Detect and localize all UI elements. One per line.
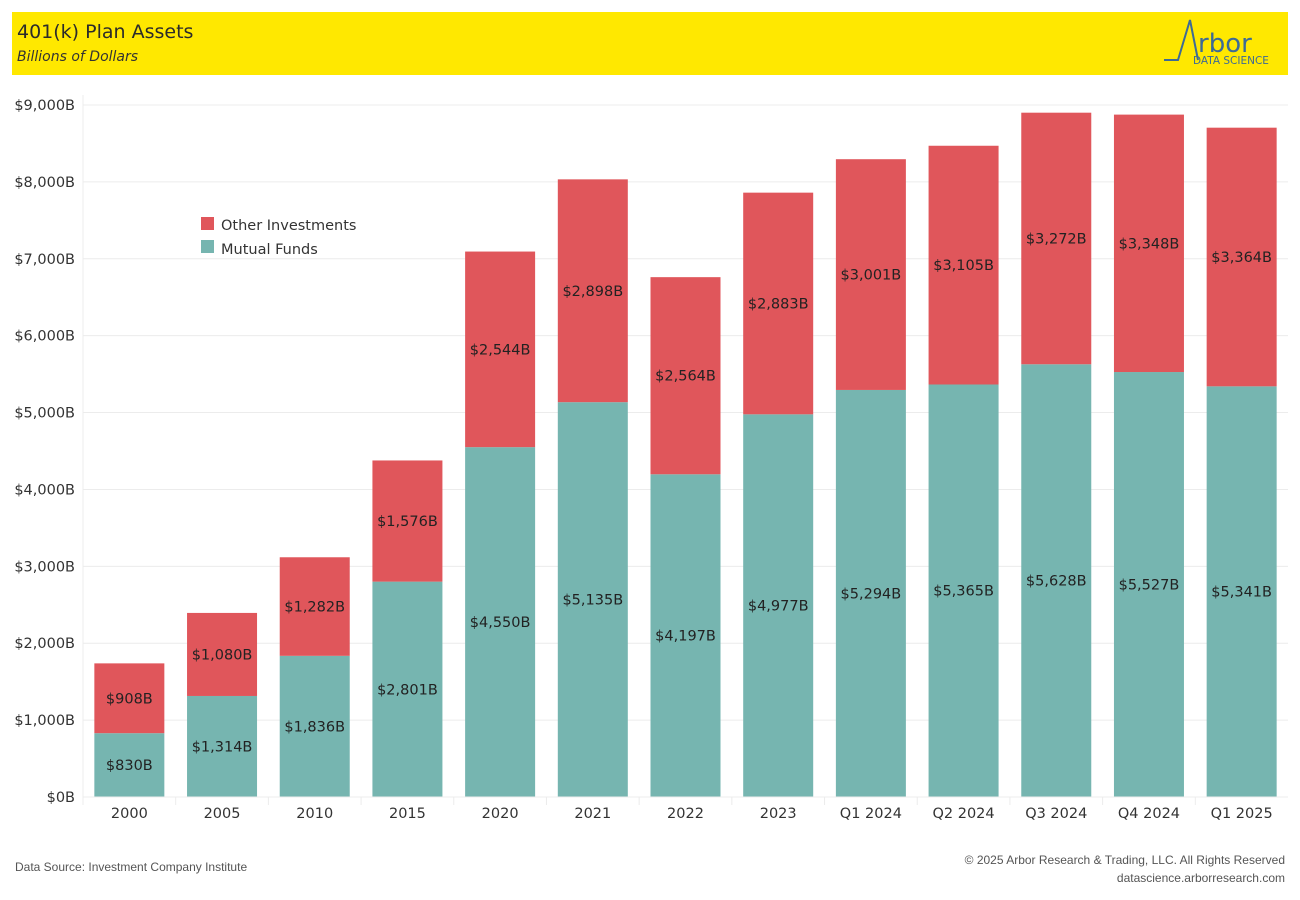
y-tick-label: $7,000B: [14, 252, 75, 268]
bar-mutual-funds[interactable]: [1113, 372, 1184, 797]
bar-mutual-funds[interactable]: [465, 447, 536, 797]
x-tick-label: 2023: [760, 806, 797, 822]
y-tick-label: $9,000B: [14, 98, 75, 114]
data-label: $5,294B: [841, 586, 902, 602]
data-label: $2,883B: [748, 296, 809, 312]
x-tick-label: Q4 2024: [1118, 806, 1180, 822]
data-label: $1,314B: [192, 739, 253, 755]
website-link[interactable]: datascience.arborresearch.com: [1116, 871, 1285, 885]
data-label: $5,365B: [933, 584, 994, 600]
data-label: $4,550B: [470, 615, 531, 631]
logo-word: rbor: [1198, 29, 1252, 59]
data-label: $1,080B: [192, 647, 253, 663]
bar-other-investments[interactable]: [187, 612, 258, 696]
data-label: $3,348B: [1119, 236, 1180, 252]
chart-subtitle: Billions of Dollars: [17, 49, 139, 65]
bar-other-investments[interactable]: [557, 179, 628, 403]
logo-tagline: DATA SCIENCE: [1193, 55, 1269, 67]
x-tick-label: Q3 2024: [1025, 806, 1087, 822]
data-label: $5,341B: [1211, 585, 1272, 601]
x-tick-label: 2005: [204, 806, 241, 822]
bar-other-investments[interactable]: [743, 192, 814, 415]
bar-other-investments[interactable]: [928, 145, 999, 385]
data-label: $908B: [106, 691, 153, 707]
chart-header: 401(k) Plan Assets Billions of Dollars r…: [12, 12, 1288, 75]
y-tick-label: $1,000B: [14, 713, 75, 729]
data-label: $3,105B: [933, 258, 994, 274]
y-tick-label: $5,000B: [14, 406, 75, 422]
data-label: $4,977B: [748, 599, 809, 615]
bar-other-investments[interactable]: [279, 557, 350, 656]
bar-mutual-funds[interactable]: [557, 402, 628, 797]
bar-other-investments[interactable]: [1206, 127, 1277, 387]
data-label: $1,282B: [284, 600, 345, 616]
bar-other-investments[interactable]: [650, 277, 721, 475]
x-tick-label: 2020: [482, 806, 519, 822]
data-label: $3,272B: [1026, 231, 1087, 247]
data-label: $3,364B: [1211, 250, 1272, 266]
x-tick-label: Q1 2025: [1211, 806, 1273, 822]
data-label: $2,544B: [470, 342, 531, 358]
bar-other-investments[interactable]: [1113, 114, 1184, 373]
legend-label-mutual-funds: Mutual Funds: [221, 242, 318, 258]
x-tick-label: Q2 2024: [932, 806, 994, 822]
y-axis: $0B $1,000B $2,000B $3,000B $4,000B $5,000B $6…: [14, 98, 75, 806]
bar-mutual-funds[interactable]: [1021, 364, 1092, 797]
data-label: $5,527B: [1119, 578, 1180, 594]
legend: Other Investments Mutual Funds: [201, 217, 356, 258]
data-label: $1,836B: [284, 719, 345, 735]
legend-label-other-investments: Other Investments: [221, 218, 356, 234]
bar-mutual-funds[interactable]: [279, 655, 350, 797]
logo-peak-icon: [1164, 19, 1199, 61]
copyright: © 2025 Arbor Research & Trading, LLC. Al…: [964, 853, 1285, 867]
bar-mutual-funds[interactable]: [928, 384, 999, 797]
y-tick-label: $3,000B: [14, 559, 75, 575]
bar-mutual-funds[interactable]: [1206, 386, 1277, 797]
data-label: $830B: [106, 758, 153, 774]
bars: $830B $908B $1,314B $1,080B $1,836B $1,282B $2…: [94, 112, 1277, 797]
y-tick-label: $2,000B: [14, 636, 75, 652]
legend-swatch-mutual-funds: [201, 240, 214, 253]
x-tick-label: 2021: [574, 806, 611, 822]
bar-other-investments[interactable]: [1021, 112, 1092, 365]
bar-other-investments[interactable]: [372, 460, 443, 582]
chart-title: 401(k) Plan Assets: [17, 21, 194, 43]
data-label: $5,135B: [562, 593, 623, 609]
y-tick-label: $8,000B: [14, 175, 75, 191]
data-label: $2,898B: [562, 284, 623, 300]
y-tick-label: $6,000B: [14, 329, 75, 345]
data-label: $5,628B: [1026, 574, 1087, 590]
bar-other-investments[interactable]: [835, 159, 906, 390]
x-tick-label: 2000: [111, 806, 148, 822]
bar-mutual-funds[interactable]: [94, 733, 165, 797]
y-tick-label: $4,000B: [14, 482, 75, 498]
x-tick-label: 2010: [296, 806, 333, 822]
data-label: $4,197B: [655, 629, 716, 645]
bar-other-investments[interactable]: [94, 663, 165, 734]
bar-mutual-funds[interactable]: [835, 389, 906, 797]
legend-swatch-other-investments: [201, 217, 214, 230]
bar-other-investments[interactable]: [465, 251, 536, 448]
bar-mutual-funds[interactable]: [187, 695, 258, 797]
x-tick-label: 2022: [667, 806, 704, 822]
bar-mutual-funds[interactable]: [650, 474, 721, 797]
data-label: $3,001B: [841, 268, 902, 284]
x-axis: 2000 2005 2010 2015 2020 2021 2022 2023 Q1 2024 Q…: [82, 796, 1288, 822]
data-source: Data Source: Investment Company Institut…: [15, 860, 248, 874]
arbor-logo: rbor DATA SCIENCE: [1164, 19, 1269, 67]
x-tick-label: Q1 2024: [840, 806, 902, 822]
x-tick-label: 2015: [389, 806, 426, 822]
y-tick-label: $0B: [47, 790, 75, 806]
footer-credits: © 2025 Arbor Research & Trading, LLC. Al…: [965, 851, 1285, 887]
data-label: $2,801B: [377, 682, 438, 698]
data-label: $1,576B: [377, 514, 438, 530]
bar-mutual-funds[interactable]: [372, 581, 443, 797]
data-label: $2,564B: [655, 369, 716, 385]
bar-mutual-funds[interactable]: [743, 414, 814, 797]
